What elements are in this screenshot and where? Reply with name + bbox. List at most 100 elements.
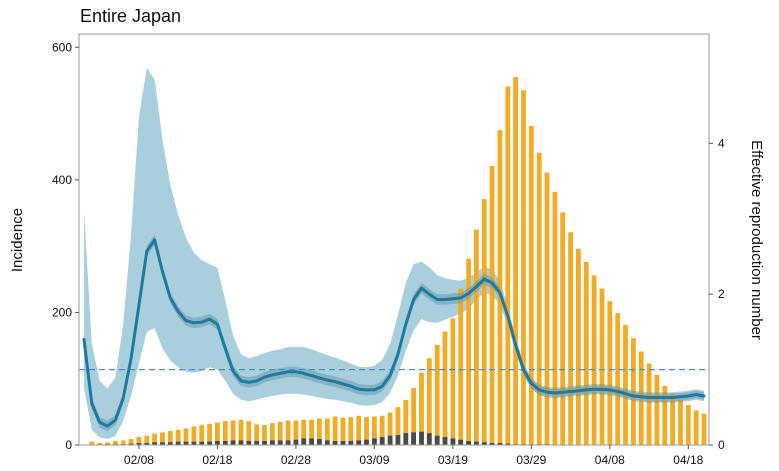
imported-bar xyxy=(175,441,181,445)
incidence-bar xyxy=(560,212,566,445)
incidence-bar xyxy=(144,435,150,445)
incidence-bar xyxy=(395,407,401,445)
incidence-bar xyxy=(599,288,605,445)
incidence-bar xyxy=(199,425,205,445)
incidence-bar xyxy=(175,429,181,445)
incidence-bar xyxy=(631,338,636,445)
imported-bar xyxy=(160,442,165,445)
imported-bar xyxy=(379,437,385,445)
imported-bar xyxy=(152,442,157,445)
x-tick-label: 02/08 xyxy=(124,453,154,467)
incidence-bar xyxy=(238,419,244,445)
incidence-bar xyxy=(646,363,652,445)
imported-bar xyxy=(254,441,260,445)
imported-bar xyxy=(246,441,252,445)
incidence-bar xyxy=(317,418,322,445)
imported-bar xyxy=(481,442,487,445)
imported-bar xyxy=(387,435,393,445)
incidence-bar xyxy=(403,399,409,445)
imported-bar xyxy=(222,441,228,445)
incidence-bar xyxy=(576,248,581,445)
x-axis-ticks: 02/08 02/18 02/28 03/09 03/19 03/29 04/08 04/18 xyxy=(124,445,704,467)
imported-bar xyxy=(167,442,173,445)
incidence-bar xyxy=(230,420,236,445)
incidence-bar xyxy=(607,301,613,445)
incidence-bar xyxy=(583,262,589,445)
incidence-bar xyxy=(466,258,471,445)
incidence-bar xyxy=(497,130,503,445)
imported-bar xyxy=(270,440,275,445)
incidence-bar xyxy=(568,232,573,445)
imported-bar xyxy=(364,439,369,445)
incidence-bar xyxy=(701,413,707,445)
x-tick-label: 02/28 xyxy=(281,453,311,467)
imported-bar xyxy=(207,441,212,445)
incidence-bar xyxy=(285,420,291,445)
imported-bar xyxy=(136,443,142,445)
incidence-bar xyxy=(623,325,628,445)
incidence-bar xyxy=(419,372,424,445)
imported-bar xyxy=(144,443,150,445)
incidence-bar xyxy=(222,421,228,445)
left-axis-ticks: 0 200 400 600 xyxy=(52,40,79,452)
x-tick-label: 03/09 xyxy=(359,453,389,467)
incidence-bar xyxy=(105,442,110,445)
imported-bar xyxy=(348,441,354,445)
imported-bar xyxy=(262,441,267,445)
incidence-bar xyxy=(521,90,526,446)
incidence-bar xyxy=(474,229,479,445)
y-tick-label: 200 xyxy=(52,305,72,319)
incidence-bar xyxy=(364,417,369,445)
rt-line-layer xyxy=(79,234,709,432)
imported-bar xyxy=(340,441,346,445)
imported-bar xyxy=(474,441,479,445)
incidence-bar xyxy=(348,417,354,445)
incidence-bar xyxy=(356,415,362,445)
right-axis-ticks: 0 2 4 xyxy=(709,136,725,452)
x-tick-label: 03/29 xyxy=(516,453,546,467)
imported-bar xyxy=(466,441,471,445)
imported-bar xyxy=(419,431,424,445)
plot-frame xyxy=(78,33,710,446)
incidence-bar xyxy=(120,440,126,445)
imported-bar xyxy=(434,435,440,445)
incidence-bar xyxy=(160,432,165,445)
incidence-bar xyxy=(324,418,330,445)
rt-line xyxy=(82,238,706,428)
imported-bar xyxy=(277,440,283,445)
incidence-bar xyxy=(678,399,683,445)
incidence-bar xyxy=(301,419,307,445)
imported-bar xyxy=(309,438,314,445)
imported-bar xyxy=(489,443,495,445)
incidence-bar xyxy=(340,417,346,445)
incidence-bar xyxy=(411,388,416,445)
incidence-bar xyxy=(183,428,189,445)
incidence-bar xyxy=(638,351,644,445)
x-tick-label: 04/08 xyxy=(595,453,625,467)
y2-tick-label: 2 xyxy=(718,287,725,301)
imported-bar xyxy=(191,441,197,445)
incidence-bar xyxy=(505,86,511,446)
y2-tick-label: 0 xyxy=(718,438,725,452)
imported-bar xyxy=(395,435,401,445)
incidence-bar xyxy=(113,441,118,445)
imported-bar xyxy=(293,439,299,445)
incidence-bar xyxy=(536,152,542,445)
x-tick-label: 04/18 xyxy=(673,453,703,467)
incidence-bar xyxy=(591,275,597,445)
imported-bar xyxy=(183,441,189,445)
incidence-bar xyxy=(662,386,668,445)
imported-bar xyxy=(238,440,244,445)
imported-bar xyxy=(317,439,322,445)
y-tick-label: 600 xyxy=(52,40,72,54)
incidence-bar xyxy=(128,439,134,445)
imported-bar xyxy=(458,439,464,445)
y2-axis-title: Effective reproduction number xyxy=(748,140,765,340)
incidence-bar xyxy=(458,288,464,445)
incidence-bar xyxy=(615,313,621,445)
incidence-bar xyxy=(293,420,299,445)
imported-bar xyxy=(230,440,236,445)
imported-bar xyxy=(497,443,503,445)
incidence-bar xyxy=(379,415,385,445)
